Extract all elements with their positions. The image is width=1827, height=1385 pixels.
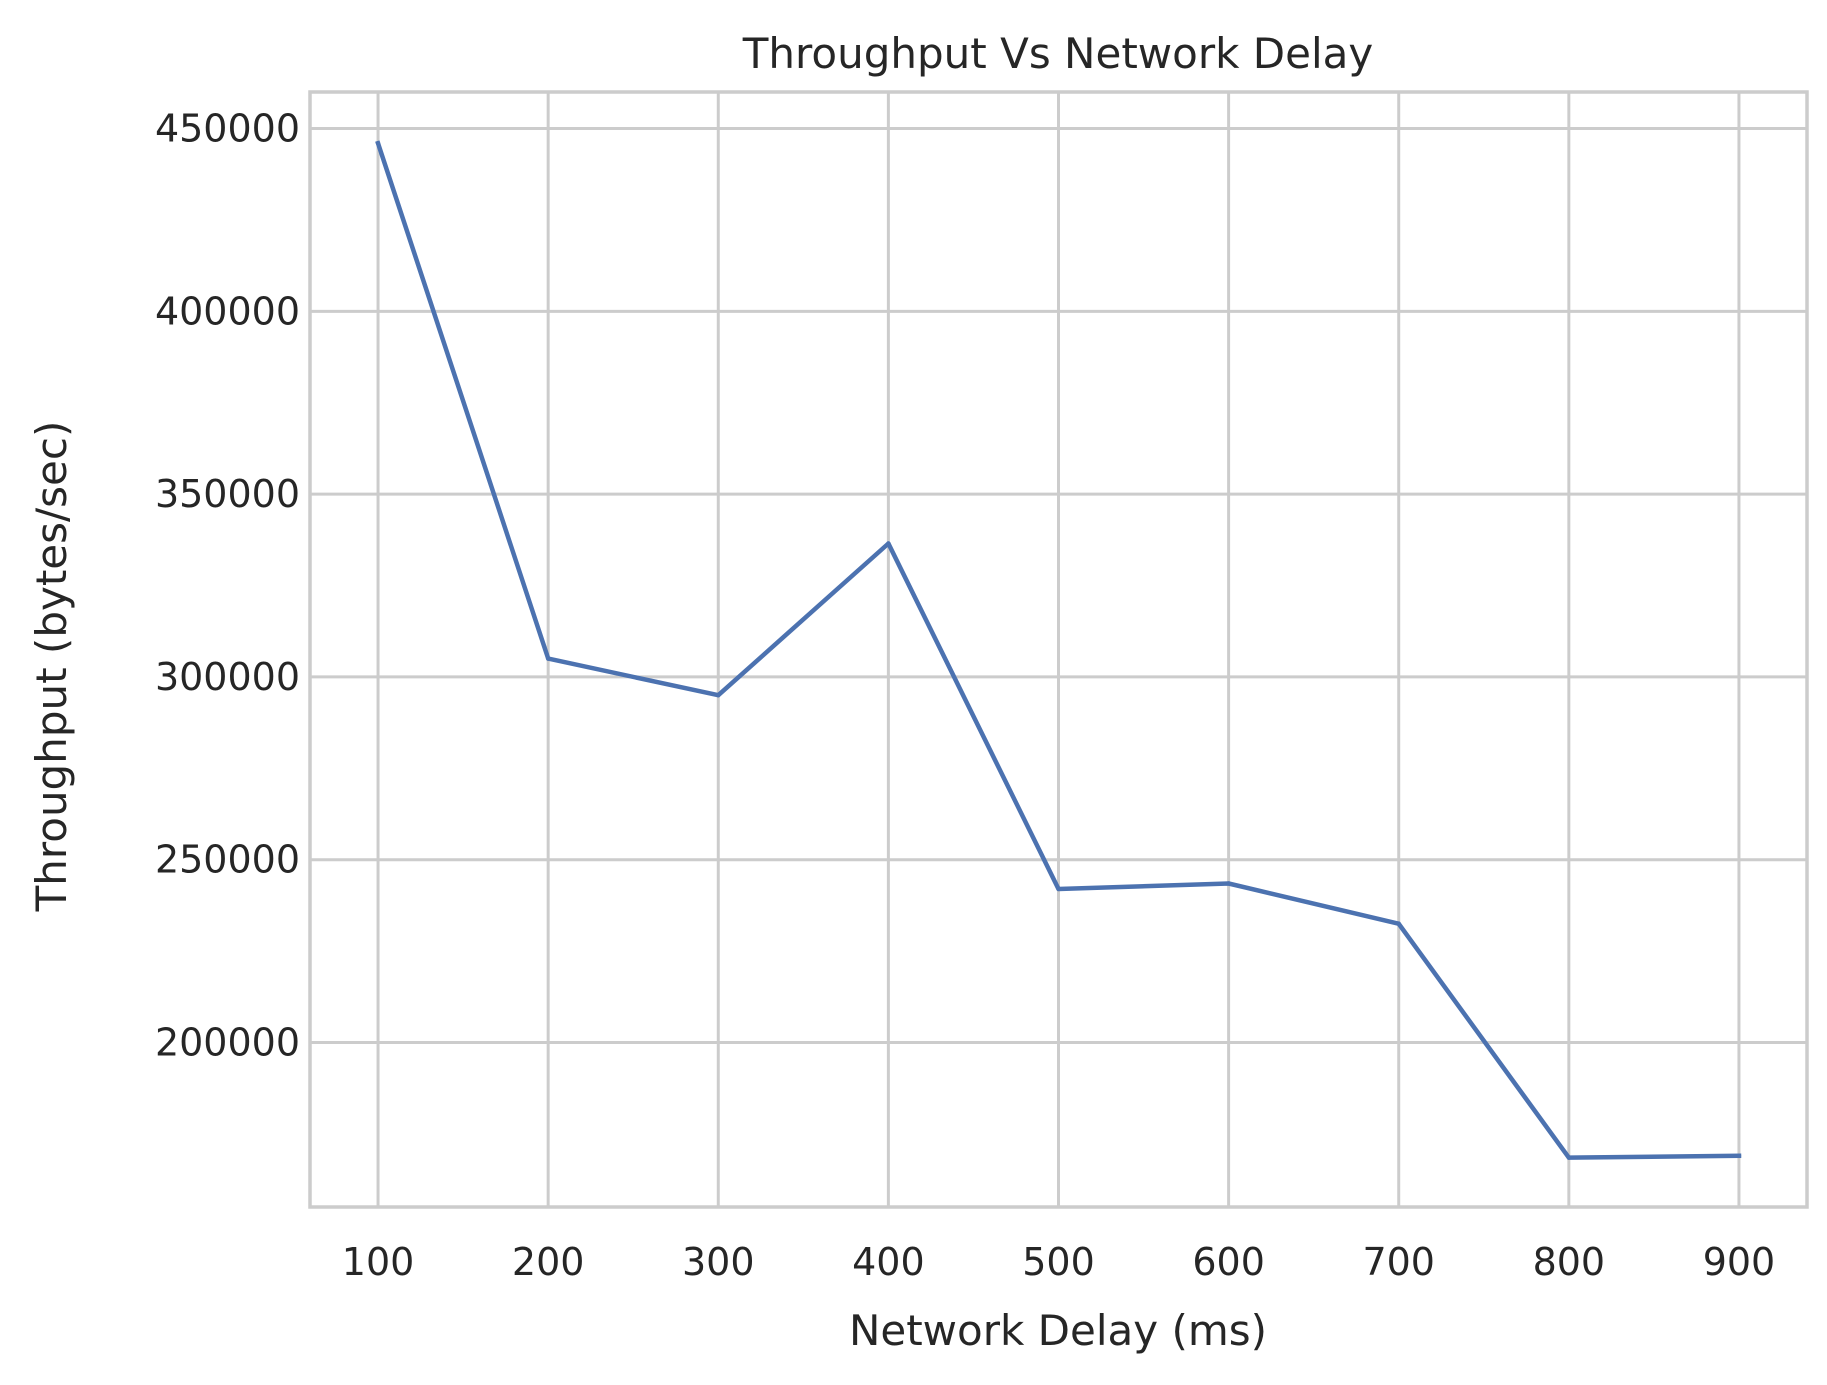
tick-labels: 100 200 300 400 500 600 700 800 900 200000 250000 3… (155, 107, 1775, 1284)
x-tick-label-4: 500 (1022, 1240, 1095, 1284)
data-point-0-8 (1736, 1153, 1742, 1159)
plot-frame (308, 90, 1809, 1209)
data-point-0-5 (1226, 881, 1231, 886)
grid (310, 92, 1807, 1207)
data-point-0-0 (375, 140, 381, 146)
data-point-0-1 (545, 656, 551, 661)
data-point-0-7 (1566, 1155, 1572, 1160)
x-tick-label-0: 100 (342, 1240, 415, 1284)
x-tick-label-8: 900 (1703, 1240, 1776, 1284)
y-axis-label: Throughput (bytes/sec) (27, 421, 76, 913)
x-tick-label-1: 200 (512, 1240, 585, 1284)
y-tick-label-2: 300000 (155, 655, 300, 699)
data-point-0-6 (1396, 921, 1401, 926)
plot-border (308, 90, 1809, 1209)
data-point-0-2 (716, 692, 721, 698)
y-tick-label-5: 450000 (155, 107, 300, 151)
x-axis-label: Network Delay (ms) (849, 1306, 1267, 1355)
y-tick-label-3: 350000 (155, 472, 300, 516)
series-layer (375, 140, 1742, 1160)
x-tick-label-5: 600 (1192, 1240, 1265, 1284)
data-point-0-3 (886, 541, 891, 546)
x-tick-label-2: 300 (682, 1240, 755, 1284)
x-tick-label-7: 800 (1533, 1240, 1606, 1284)
data-point-0-4 (1056, 886, 1061, 892)
y-tick-label-0: 200000 (155, 1020, 300, 1064)
x-tick-label-6: 700 (1362, 1240, 1435, 1284)
y-tick-label-4: 400000 (155, 289, 300, 333)
y-tick-label-1: 250000 (155, 838, 300, 882)
chart-title: Throughput Vs Network Delay (742, 29, 1373, 78)
x-tick-label-3: 400 (852, 1240, 925, 1284)
